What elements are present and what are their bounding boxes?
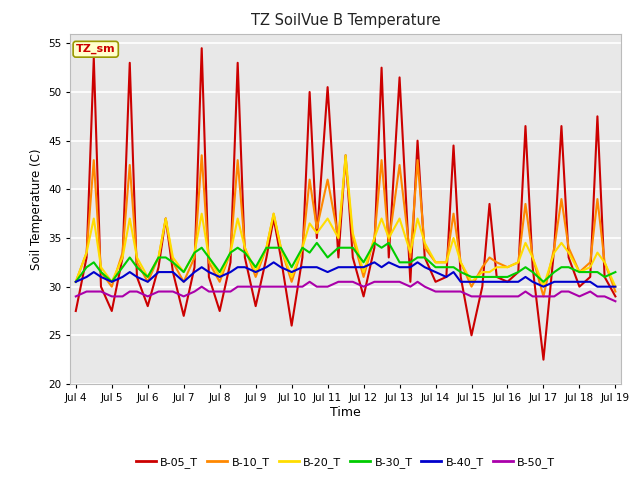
B-50_T — [406, 284, 414, 289]
B-50_T — [612, 299, 620, 304]
B-10_T — [371, 235, 378, 241]
B-30_T — [550, 269, 558, 275]
B-10_T — [205, 260, 212, 265]
X-axis label: Time: Time — [330, 406, 361, 419]
B-30_T — [371, 240, 378, 246]
B-20_T — [371, 235, 378, 241]
B-05_T — [557, 123, 565, 129]
Text: TZ_sm: TZ_sm — [76, 44, 116, 54]
B-05_T — [540, 357, 547, 362]
B-50_T — [72, 293, 79, 300]
B-40_T — [557, 279, 565, 285]
Line: B-50_T: B-50_T — [76, 282, 616, 301]
B-20_T — [612, 284, 620, 289]
Line: B-10_T: B-10_T — [76, 155, 616, 296]
B-05_T — [72, 308, 79, 314]
Legend: B-05_T, B-10_T, B-20_T, B-30_T, B-40_T, B-50_T: B-05_T, B-10_T, B-20_T, B-30_T, B-40_T, … — [131, 453, 560, 472]
B-10_T — [612, 288, 620, 294]
B-30_T — [72, 279, 79, 285]
B-05_T — [205, 274, 212, 280]
B-50_T — [371, 279, 378, 285]
B-10_T — [540, 293, 547, 300]
Line: B-20_T: B-20_T — [76, 155, 616, 287]
B-10_T — [557, 196, 565, 202]
Line: B-30_T: B-30_T — [76, 243, 616, 282]
Y-axis label: Soil Temperature (C): Soil Temperature (C) — [29, 148, 43, 270]
B-20_T — [406, 250, 414, 255]
B-10_T — [198, 152, 205, 158]
B-20_T — [198, 211, 205, 216]
B-10_T — [72, 279, 79, 285]
B-20_T — [72, 279, 79, 285]
B-40_T — [371, 260, 378, 265]
B-05_T — [198, 45, 205, 51]
B-50_T — [198, 284, 205, 289]
B-50_T — [262, 284, 270, 289]
B-05_T — [180, 313, 188, 319]
B-05_T — [371, 245, 378, 251]
B-50_T — [306, 279, 314, 285]
B-05_T — [270, 216, 278, 221]
B-20_T — [540, 284, 547, 289]
B-30_T — [313, 240, 321, 246]
B-40_T — [406, 264, 414, 270]
B-05_T — [612, 293, 620, 300]
B-40_T — [72, 279, 79, 285]
B-50_T — [550, 293, 558, 300]
B-10_T — [406, 254, 414, 260]
Title: TZ SoilVue B Temperature: TZ SoilVue B Temperature — [251, 13, 440, 28]
B-20_T — [180, 269, 188, 275]
B-40_T — [270, 260, 278, 265]
B-05_T — [406, 279, 414, 285]
B-30_T — [262, 245, 270, 251]
B-20_T — [262, 245, 270, 251]
B-50_T — [180, 293, 188, 300]
B-40_T — [262, 264, 270, 270]
B-30_T — [180, 269, 188, 275]
Line: B-05_T: B-05_T — [76, 48, 616, 360]
B-10_T — [180, 279, 188, 285]
B-10_T — [270, 211, 278, 216]
Line: B-40_T: B-40_T — [76, 263, 616, 287]
B-20_T — [342, 152, 349, 158]
B-40_T — [540, 284, 547, 289]
B-30_T — [406, 260, 414, 265]
B-20_T — [557, 240, 565, 246]
B-40_T — [198, 264, 205, 270]
B-30_T — [198, 245, 205, 251]
B-30_T — [612, 269, 620, 275]
B-40_T — [180, 279, 188, 285]
B-40_T — [612, 284, 620, 289]
